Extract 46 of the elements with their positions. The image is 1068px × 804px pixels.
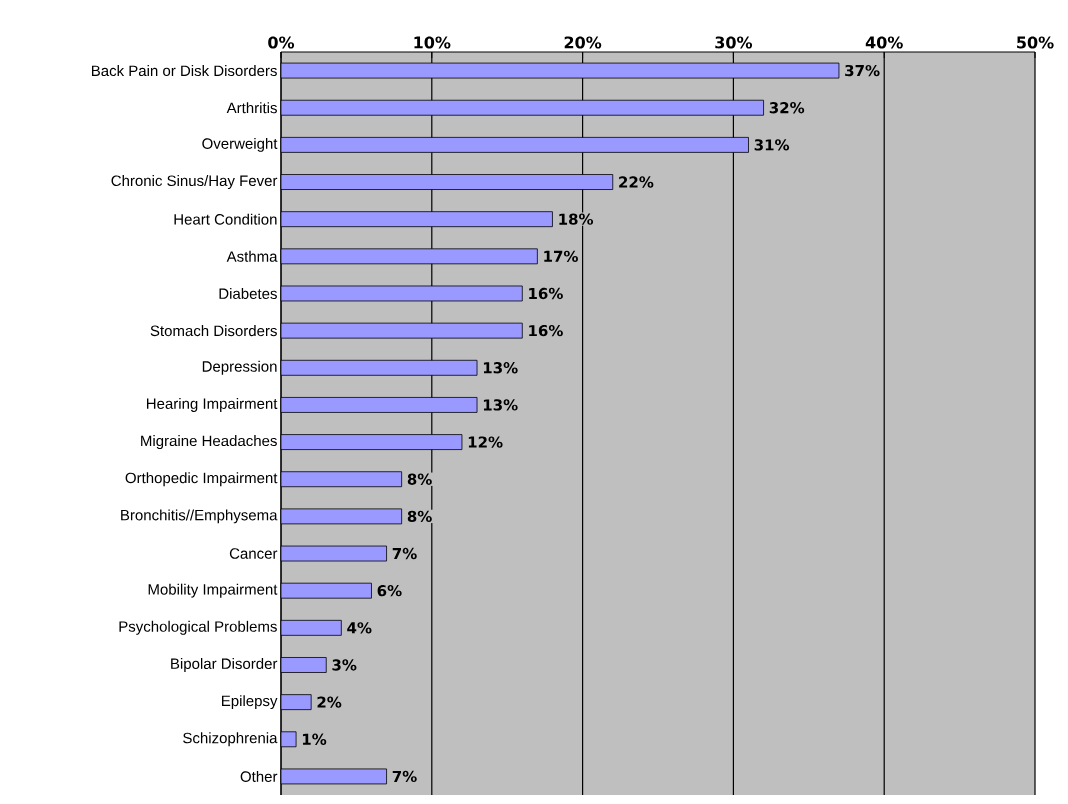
y-tick-label: Overweight (202, 137, 278, 152)
x-tick-label: 40% (865, 36, 903, 49)
y-tick-label: Depression (202, 360, 277, 375)
y-tick-label: Diabetes (219, 287, 277, 299)
data-label: 2% (317, 696, 342, 708)
y-tick-label: Stomach Disorders (150, 325, 277, 337)
data-label: 13% (483, 399, 518, 411)
data-label: 31% (754, 139, 790, 151)
x-tick-label: 20% (564, 36, 602, 49)
x-tick-label: 50% (1017, 36, 1054, 49)
x-tick-label: 30% (715, 36, 753, 49)
y-tick-label: Other (240, 770, 278, 782)
data-label: 18% (559, 213, 594, 225)
y-tick-label: Cancer (229, 548, 278, 559)
y-tick-label: Epilepsy (222, 695, 278, 710)
data-label: 16% (529, 324, 563, 337)
y-tick-label: Mobility Impairment (148, 583, 278, 598)
data-label: 7% (392, 770, 417, 783)
data-label: 8% (407, 510, 432, 523)
y-tick-label: Back Pain or Disk Disorders (91, 65, 277, 77)
y-tick-label: Bipolar Disorder (171, 657, 278, 672)
y-tick-label: Arthritis (226, 102, 277, 114)
data-label: 32% (769, 102, 805, 114)
data-label: 12% (468, 436, 503, 448)
x-tick-label: 0% (268, 36, 295, 49)
data-label: 13% (483, 362, 518, 374)
y-tick-label: Schizophrenia (183, 732, 278, 747)
data-label: 3% (332, 659, 357, 671)
y-tick-label: Chronic Sinus/Hay Fever (111, 175, 278, 190)
y-tick-label: Bronchitis//Emphysema (121, 509, 278, 524)
data-label: 22% (619, 176, 654, 188)
x-tick-label: 10% (414, 36, 451, 49)
data-label: 37% (845, 64, 880, 77)
data-label: 4% (347, 622, 372, 634)
data-label: 8% (407, 473, 432, 485)
data-label: 17% (544, 250, 578, 263)
y-tick-label: Psychological Problems (119, 620, 277, 635)
data-label: 1% (302, 733, 327, 745)
y-tick-label: Heart Condition (174, 213, 277, 225)
data-label: 6% (377, 585, 402, 597)
y-tick-label: Hearing Impairment (147, 397, 278, 412)
data-label: 7% (392, 547, 417, 560)
y-tick-label: Orthopedic Impairment (125, 472, 278, 487)
y-tick-label: Migraine Headaches (141, 435, 277, 450)
data-label: 16% (529, 287, 563, 300)
y-tick-label: Asthma (226, 250, 278, 262)
